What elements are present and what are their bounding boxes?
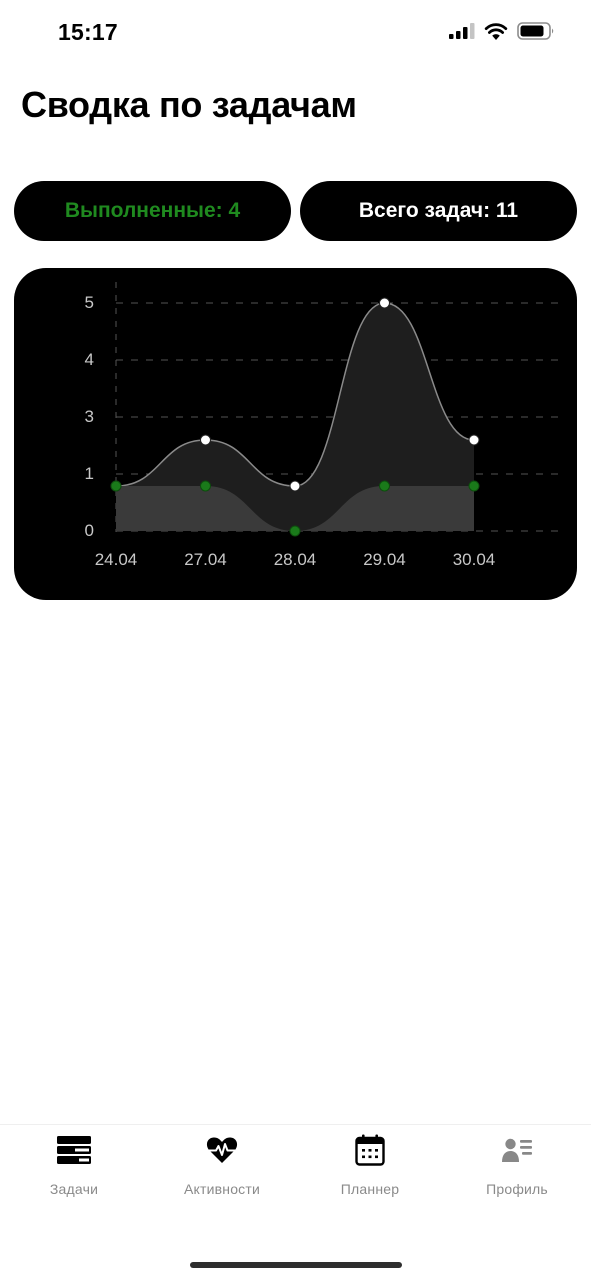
calendar-icon (355, 1134, 385, 1166)
tab-tasks[interactable]: Задачи (0, 1133, 148, 1197)
tab-activities-label: Активности (183, 1181, 261, 1197)
completed-tasks-area (116, 486, 474, 531)
completed-tasks-point (110, 480, 122, 492)
total-tasks-point (468, 434, 480, 446)
completed-tasks-label: Выполненные: 4 (64, 199, 241, 222)
chart-y-tick-label: 4 (85, 350, 94, 369)
total-tasks-area (116, 303, 474, 531)
chart-y-tick-label: 5 (85, 293, 94, 312)
heart-pulse-icon (206, 1137, 238, 1163)
chart-x-tick-label: 29.04 (363, 550, 406, 569)
completed-tasks-point (200, 480, 211, 492)
page-title: Сводка по задачам (21, 84, 357, 125)
completed-tasks-point (289, 525, 301, 537)
chart-y-tick-label: 0 (85, 521, 94, 540)
total-tasks-line (115, 302, 475, 487)
tasks-chart-card: 0 1 3 4 5 24.04 27.04 28.04 29.04 30.04 (14, 268, 577, 600)
total-tasks-label: Всего задач: 11 (358, 199, 519, 222)
tab-tasks-label: Задачи (49, 1181, 99, 1197)
tasks-area-chart: 0 1 3 4 5 24.04 27.04 28.04 29.04 30.04 (85, 282, 559, 569)
completed-tasks-point (379, 480, 390, 492)
status-icons (449, 22, 555, 40)
status-time: 15:17 (58, 19, 118, 45)
status-bar: 15:17 (0, 0, 591, 66)
total-tasks-button[interactable]: Всего задач: 11 (300, 181, 577, 241)
completed-tasks-button[interactable]: Выполненные: 4 (14, 181, 291, 241)
tab-profile-label: Профиль (486, 1181, 548, 1197)
tab-bar: Задачи Активности Планне (0, 1124, 591, 1225)
cellular-signal-icon (449, 23, 475, 39)
tab-planner-label: Планнер (340, 1181, 400, 1197)
total-tasks-point (289, 480, 301, 492)
total-tasks-point (379, 297, 390, 309)
chart-x-tick-label: 30.04 (453, 550, 496, 569)
tab-profile[interactable]: Профиль (443, 1133, 591, 1197)
tasks-list-icon (57, 1136, 91, 1164)
profile-card-icon (502, 1138, 532, 1162)
tab-planner[interactable]: Планнер (296, 1133, 444, 1197)
chart-x-tick-label: 28.04 (274, 550, 317, 569)
home-indicator (190, 1262, 402, 1268)
chart-y-tick-label: 1 (85, 464, 94, 483)
chart-y-tick-label: 3 (85, 407, 94, 426)
completed-tasks-point (468, 480, 480, 492)
chart-x-tick-label: 27.04 (184, 550, 227, 569)
total-tasks-point (200, 434, 211, 446)
chart-x-tick-label: 24.04 (95, 550, 138, 569)
tab-activities[interactable]: Активности (148, 1133, 296, 1197)
wifi-icon (484, 23, 508, 40)
battery-icon (517, 22, 554, 40)
